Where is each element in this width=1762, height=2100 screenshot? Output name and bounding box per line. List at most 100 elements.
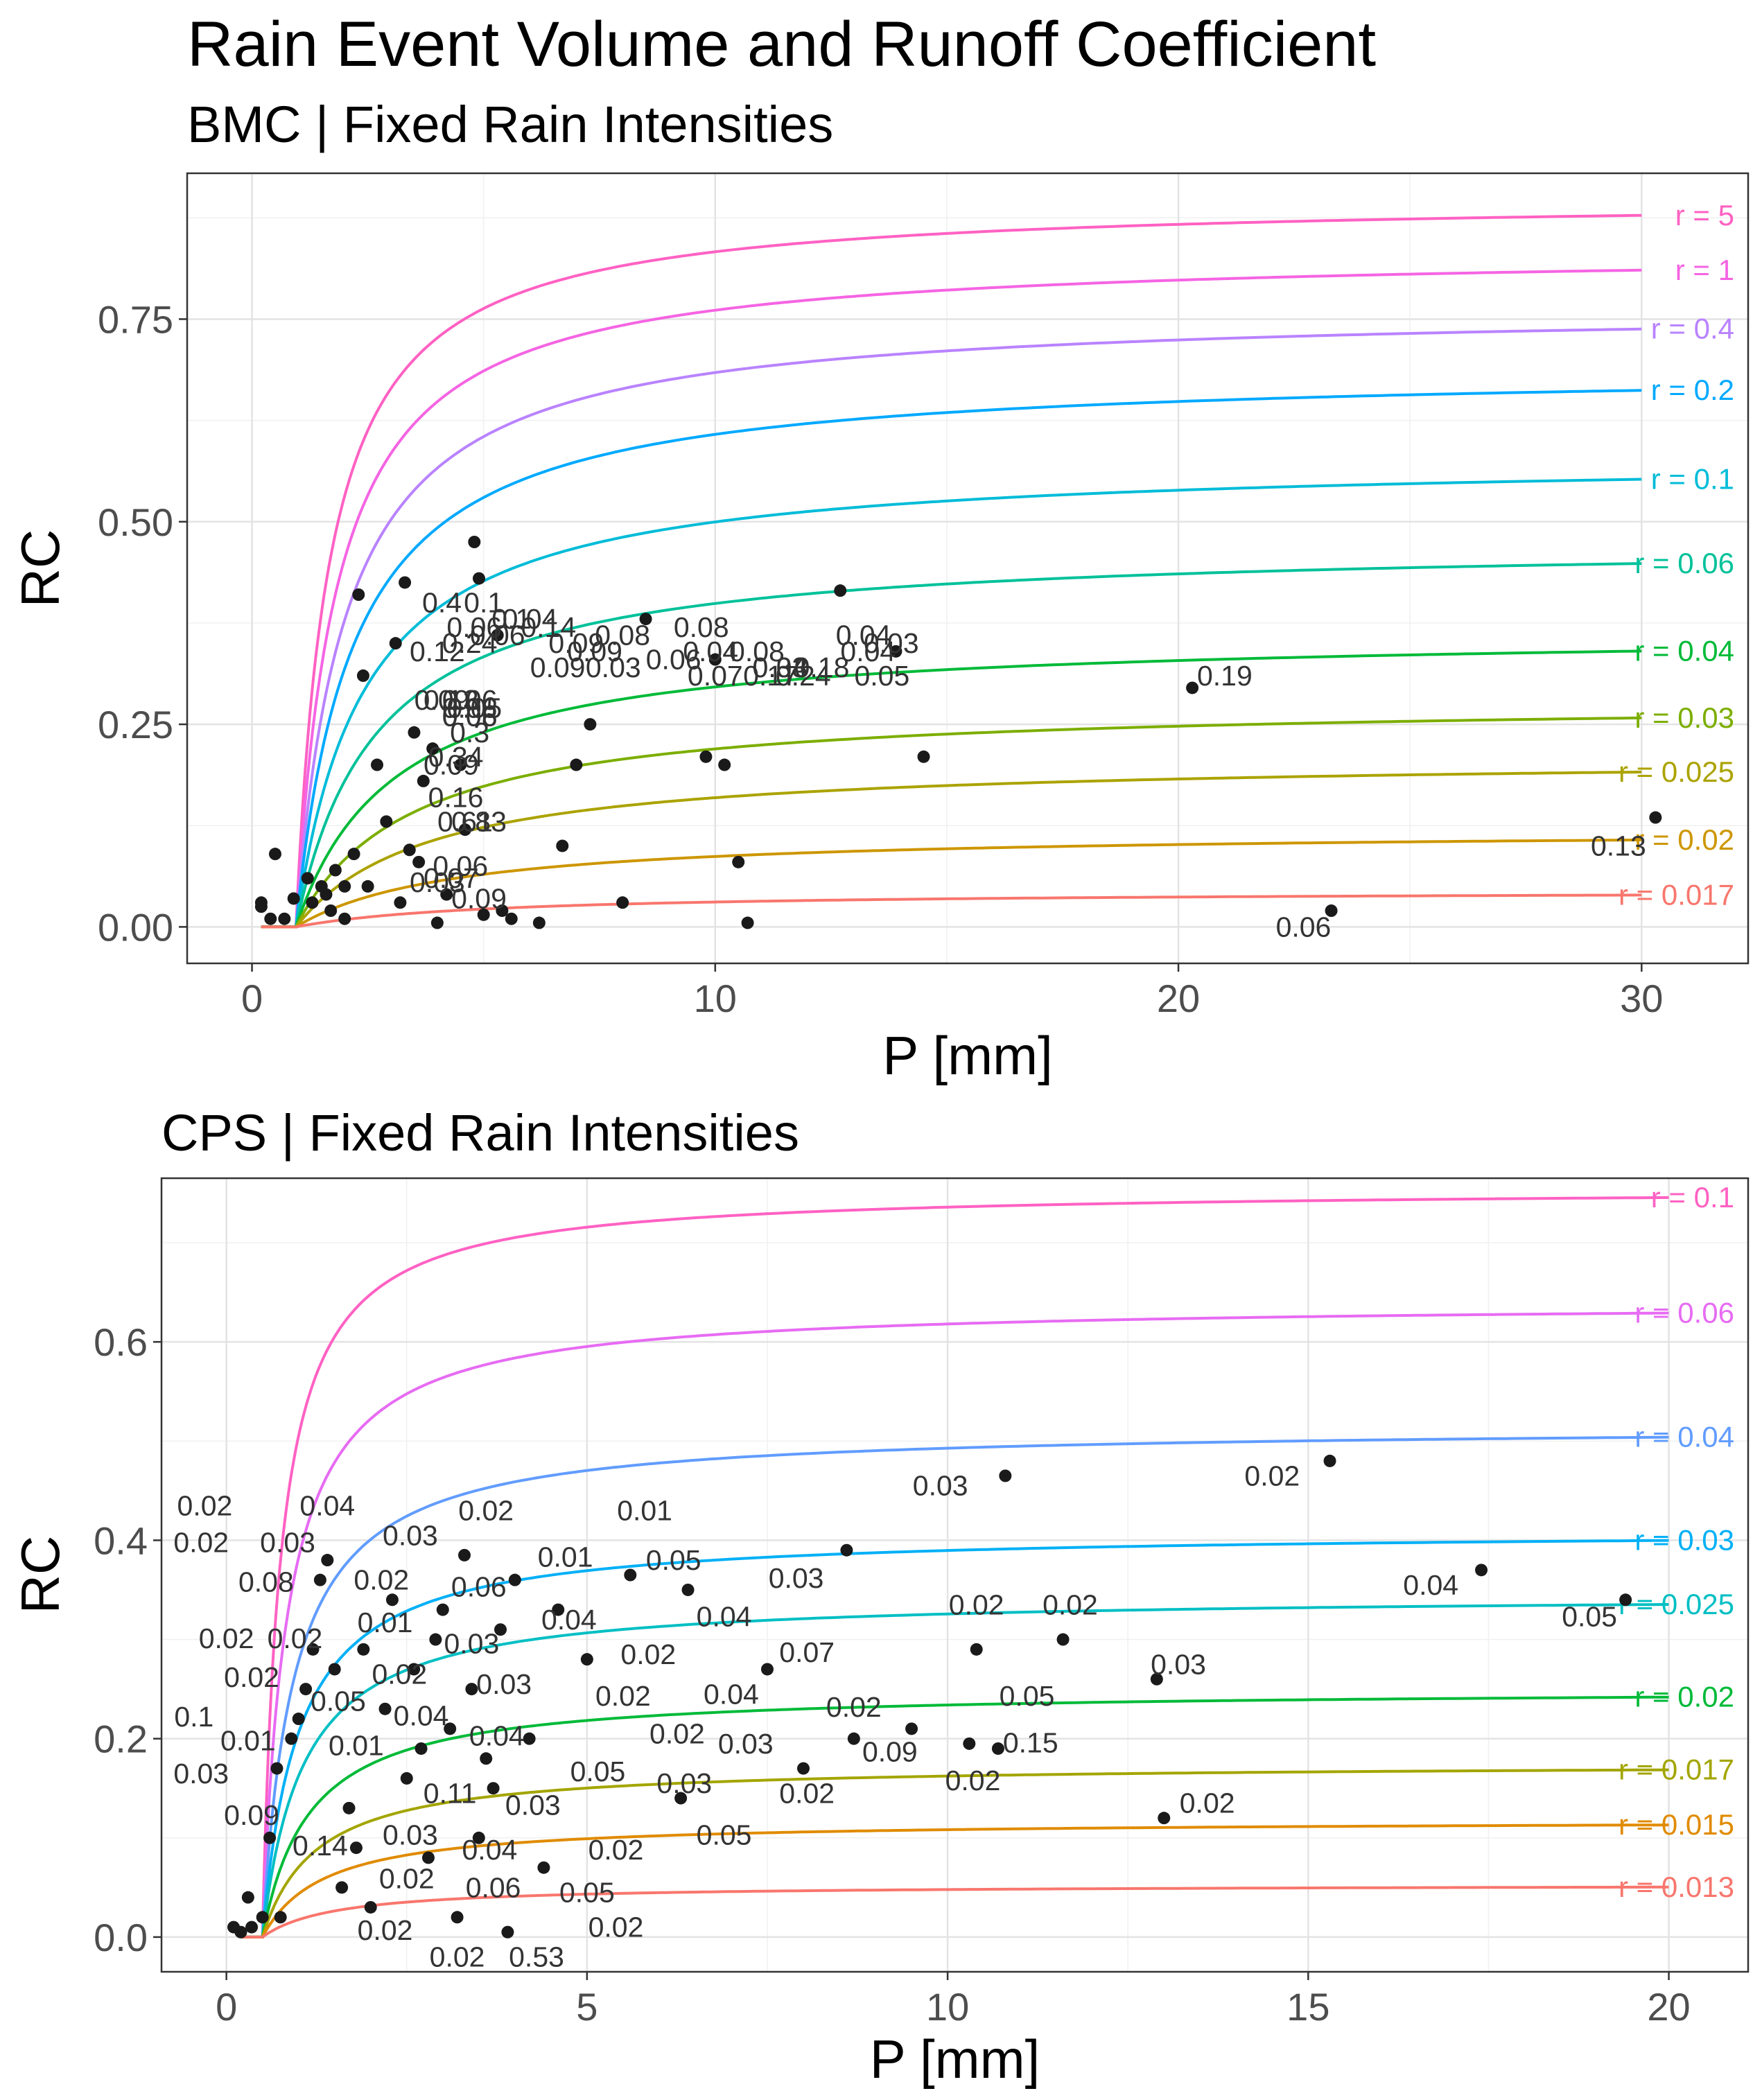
value-label: 0.06 [442,692,498,724]
series-line-6 [261,649,1642,929]
value-label: 0.08 [674,611,729,643]
data-point [1649,811,1662,824]
value-label: 0.09 [415,684,470,716]
x-tick-label: 5 [576,1985,597,2029]
data-point [1056,1633,1070,1646]
series-label: r = 0.06 [1634,1296,1734,1329]
value-label: 0.04 [1403,1569,1458,1601]
value-label: 0.03 [476,1668,532,1700]
value-label: 0.02 [1244,1460,1300,1491]
value-label: 0.02 [779,1777,835,1809]
data-point [532,916,546,929]
value-label: 0.05 [446,692,502,724]
data-point [380,815,393,828]
data-point [370,758,383,771]
value-label: 0.34 [428,741,484,773]
data-point [708,653,722,666]
data-point [556,839,569,852]
series-line-4 [241,1603,1669,1939]
data-point [847,1732,860,1745]
value-label: 0.03 [505,1790,561,1821]
value-label: 0.14 [293,1830,348,1862]
value-label: 0.05 [697,1819,752,1850]
data-point [408,1663,421,1676]
data-point [306,896,319,909]
value-label: 0.02 [358,1914,413,1946]
data-point [349,1841,363,1855]
value-label: 0.24 [442,627,498,659]
data-point [616,896,629,909]
data-point [639,613,652,626]
value-label: 0.07 [688,660,743,692]
data-point [674,1792,688,1805]
data-point [338,912,351,925]
data-point [468,536,481,548]
data-point [760,1663,774,1676]
value-label: 0.05 [1000,1680,1055,1712]
value-label: 0.03 [383,1819,438,1850]
value-label: 0.33 [752,651,808,683]
data-point [306,1643,320,1656]
value-label: 0.06 [1276,911,1332,943]
value-label: 0.02 [649,1718,705,1750]
data-point [254,900,268,913]
data-point [496,904,509,917]
value-label: 0.02 [826,1691,882,1723]
series-line-8 [241,1885,1669,1939]
value-label: 0.1 [491,603,531,635]
value-label: 0.09 [451,882,507,914]
data-point [415,1742,428,1755]
data-point [436,1603,449,1616]
data-point [400,1771,413,1785]
data-point [1150,1672,1163,1686]
value-label: 0.04 [394,1700,449,1732]
value-label: 0.02 [595,1680,651,1712]
series-label: r = 0.4 [1651,313,1734,345]
value-label: 0.03 [769,1562,824,1594]
value-label: 0.06 [446,611,502,643]
data-point [321,1554,334,1567]
data-point [1323,1454,1336,1467]
data-point [292,1713,305,1726]
value-label: 0.08 [442,700,498,732]
value-label: 0.06 [442,700,498,732]
value-label: 0.02 [458,1494,514,1526]
series-line-7 [241,1823,1669,1939]
value-label: 0.03 [444,1627,499,1659]
data-point [263,1831,277,1844]
series-line-7 [261,716,1642,929]
value-label: 0.03 [586,651,641,683]
data-point [681,1583,695,1596]
value-label: 0.04 [299,1489,355,1521]
series-line-9 [261,838,1642,929]
data-point [699,750,713,763]
value-label: 0.02 [173,1526,229,1558]
data-point [347,848,360,861]
panel-subtitle: CPS | Fixed Rain Intensities [162,1104,799,1162]
value-label: 0.12 [410,636,465,667]
data-point [1619,1593,1632,1607]
y-axis-title: RC [10,1536,71,1614]
series-line-5 [261,562,1642,929]
value-label: 0.09 [530,651,586,683]
data-point [399,576,412,589]
value-label: 0.02 [1180,1787,1235,1819]
series-line-4 [261,478,1642,929]
value-label: 0.02 [372,1659,427,1690]
data-point [403,843,416,857]
data-point [494,1623,507,1636]
data-point [385,1593,399,1607]
series-label: r = 0.025 [1619,755,1734,788]
data-point [999,1469,1012,1482]
data-point [378,1702,392,1715]
value-label: 0.02 [379,1862,435,1894]
y-tick-label: 0.4 [94,1519,148,1562]
value-label: 0.05 [854,660,909,692]
value-label: 0.09 [424,749,479,781]
value-label: 0.04 [683,636,738,667]
value-label: 0.04 [752,651,808,683]
data-point [840,1543,853,1557]
data-point [256,1911,269,1924]
value-label: 0.03 [383,1519,438,1551]
value-label: 0.05 [570,1756,626,1787]
